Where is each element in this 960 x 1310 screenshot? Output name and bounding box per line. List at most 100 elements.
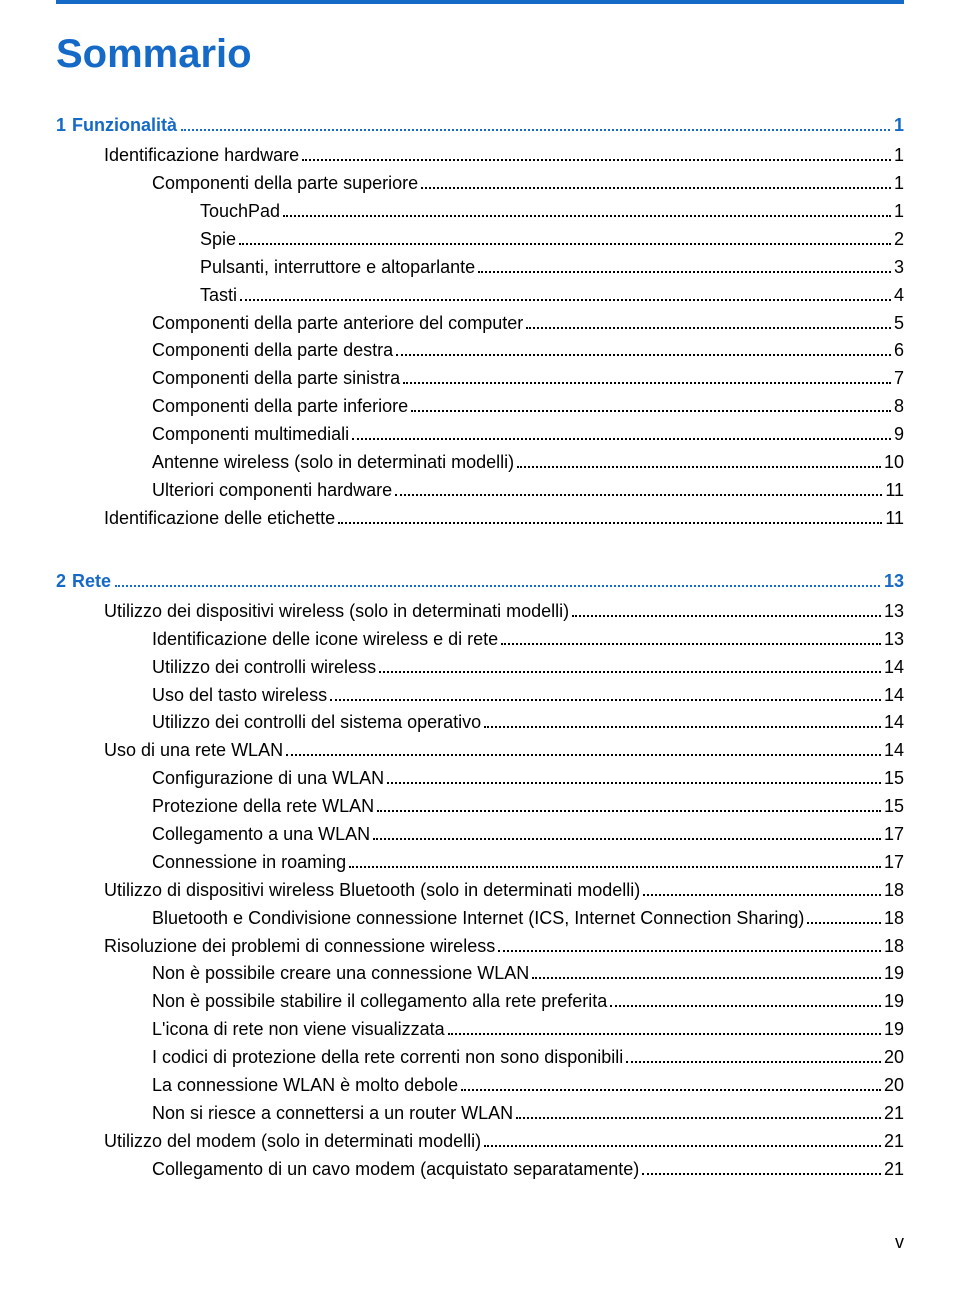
leader-dots: [302, 145, 891, 161]
toc-entry[interactable]: Componenti della parte destra 6: [56, 337, 904, 365]
toc-entry-label: Utilizzo del modem (solo in determinati …: [104, 1128, 481, 1156]
section-spacer: [56, 533, 904, 559]
toc-entry[interactable]: Pulsanti, interruttore e altoparlante3: [56, 254, 904, 282]
toc-entry-page: 13: [884, 626, 904, 654]
leader-dots: [517, 452, 881, 468]
toc-entry-label: Componenti della parte destra: [152, 337, 393, 365]
toc-entry[interactable]: Componenti multimediali9: [56, 421, 904, 449]
leader-dots: [484, 1131, 881, 1147]
toc-entry[interactable]: Identificazione delle icone wireless e d…: [56, 626, 904, 654]
toc-entry[interactable]: Non è possibile creare una connessione W…: [56, 960, 904, 988]
toc-entry[interactable]: Uso di una rete WLAN 14: [56, 737, 904, 765]
section-number: 1: [56, 115, 66, 136]
toc-entry[interactable]: Componenti della parte superiore1: [56, 170, 904, 198]
toc-entry-label: Bluetooth e Condivisione connessione Int…: [152, 905, 804, 933]
toc-entry[interactable]: Componenti della parte sinistra7: [56, 365, 904, 393]
leader-dots: [240, 284, 891, 300]
toc-entry[interactable]: La connessione WLAN è molto debole20: [56, 1072, 904, 1100]
toc-entry[interactable]: Tasti4: [56, 282, 904, 310]
toc-entry[interactable]: Utilizzo dei controlli wireless14: [56, 654, 904, 682]
toc-entry-label: Uso del tasto wireless: [152, 682, 327, 710]
toc-entry-page: 18: [884, 877, 904, 905]
leader-dots: [396, 340, 891, 356]
section-page: 1: [894, 115, 904, 136]
toc-entry[interactable]: Componenti della parte anteriore del com…: [56, 310, 904, 338]
leader-dots: [395, 480, 882, 496]
toc-entry-page: 1: [894, 170, 904, 198]
toc-entry-page: 21: [884, 1100, 904, 1128]
toc-entry-label: Collegamento a una WLAN: [152, 821, 370, 849]
toc-entry-label: Non si riesce a connettersi a un router …: [152, 1100, 513, 1128]
toc-entry-label: Identificazione delle icone wireless e d…: [152, 626, 498, 654]
leader-dots: [516, 1103, 881, 1119]
toc-entry[interactable]: Risoluzione dei problemi di connessione …: [56, 933, 904, 961]
toc-entry-label: La connessione WLAN è molto debole: [152, 1072, 458, 1100]
leader-dots: [387, 768, 881, 784]
toc-entry[interactable]: Bluetooth e Condivisione connessione Int…: [56, 905, 904, 933]
toc-entry-page: 14: [884, 654, 904, 682]
toc-entry-page: 13: [884, 598, 904, 626]
toc-entry[interactable]: Protezione della rete WLAN15: [56, 793, 904, 821]
toc-entry-label: Spie: [200, 226, 236, 254]
toc-entry[interactable]: Spie 2: [56, 226, 904, 254]
toc-entry-label: TouchPad: [200, 198, 280, 226]
toc-entry-page: 14: [884, 737, 904, 765]
toc-entry[interactable]: TouchPad1: [56, 198, 904, 226]
leader-dots: [379, 656, 881, 672]
toc-entry[interactable]: Collegamento di un cavo modem (acquistat…: [56, 1156, 904, 1184]
leader-dots: [484, 712, 881, 728]
toc-entry-label: Uso di una rete WLAN: [104, 737, 283, 765]
toc-entry-page: 17: [884, 849, 904, 877]
toc-entry[interactable]: I codici di protezione della rete corren…: [56, 1044, 904, 1072]
toc-entry[interactable]: Non si riesce a connettersi a un router …: [56, 1100, 904, 1128]
toc-entry[interactable]: Uso del tasto wireless14: [56, 682, 904, 710]
toc-entry[interactable]: Ulteriori componenti hardware11: [56, 477, 904, 505]
leader-dots: [377, 796, 881, 812]
toc-entry-label: Utilizzo dei controlli del sistema opera…: [152, 709, 481, 737]
toc-body: 1Funzionalità1Identificazione hardware1C…: [56, 115, 904, 1184]
toc-entry[interactable]: Collegamento a una WLAN 17: [56, 821, 904, 849]
toc-entry[interactable]: Utilizzo di dispositivi wireless Bluetoo…: [56, 877, 904, 905]
toc-entry[interactable]: Identificazione delle etichette11: [56, 505, 904, 533]
toc-entry[interactable]: Componenti della parte inferiore 8: [56, 393, 904, 421]
toc-entry-page: 8: [894, 393, 904, 421]
toc-entry-label: Pulsanti, interruttore e altoparlante: [200, 254, 475, 282]
leader-dots: [626, 1047, 881, 1063]
toc-entry-label: Componenti della parte inferiore: [152, 393, 408, 421]
leader-dots: [352, 424, 891, 440]
toc-entry[interactable]: Antenne wireless (solo in determinati mo…: [56, 449, 904, 477]
toc-section-heading[interactable]: 2Rete13: [56, 571, 904, 592]
leader-dots: [411, 396, 891, 412]
toc-entry-page: 1: [894, 142, 904, 170]
toc-entry[interactable]: Connessione in roaming17: [56, 849, 904, 877]
toc-entry[interactable]: Identificazione hardware1: [56, 142, 904, 170]
toc-entry[interactable]: Utilizzo del modem (solo in determinati …: [56, 1128, 904, 1156]
toc-entry-page: 5: [894, 310, 904, 338]
toc-entry-page: 17: [884, 821, 904, 849]
toc-entry[interactable]: Configurazione di una WLAN15: [56, 765, 904, 793]
toc-entry-label: Componenti della parte anteriore del com…: [152, 310, 523, 338]
leader-dots: [807, 907, 881, 923]
toc-entry[interactable]: Utilizzo dei controlli del sistema opera…: [56, 709, 904, 737]
toc-entry-label: Ulteriori componenti hardware: [152, 477, 392, 505]
toc-entry-label: L'icona di rete non viene visualizzata: [152, 1016, 445, 1044]
leader-dots: [349, 852, 881, 868]
toc-entry-label: Componenti della parte sinistra: [152, 365, 400, 393]
toc-entry-label: Non è possibile creare una connessione W…: [152, 960, 529, 988]
leader-dots: [572, 601, 881, 617]
toc-entry[interactable]: Utilizzo dei dispositivi wireless (solo …: [56, 598, 904, 626]
section-label: Funzionalità: [72, 115, 177, 136]
leader-dots: [239, 229, 891, 245]
toc-entry-page: 20: [884, 1044, 904, 1072]
toc-entry-label: Tasti: [200, 282, 237, 310]
toc-page: Sommario 1Funzionalità1Identificazione h…: [0, 22, 960, 1214]
toc-section-heading[interactable]: 1 Funzionalità 1: [56, 115, 904, 136]
leader-dots: [610, 991, 881, 1007]
toc-entry-label: Configurazione di una WLAN: [152, 765, 384, 793]
toc-entry-page: 2: [894, 226, 904, 254]
toc-entry-page: 6: [894, 337, 904, 365]
toc-entry-page: 19: [884, 988, 904, 1016]
section-number: 2: [56, 571, 66, 592]
toc-entry[interactable]: L'icona di rete non viene visualizzata19: [56, 1016, 904, 1044]
toc-entry[interactable]: Non è possibile stabilire il collegament…: [56, 988, 904, 1016]
